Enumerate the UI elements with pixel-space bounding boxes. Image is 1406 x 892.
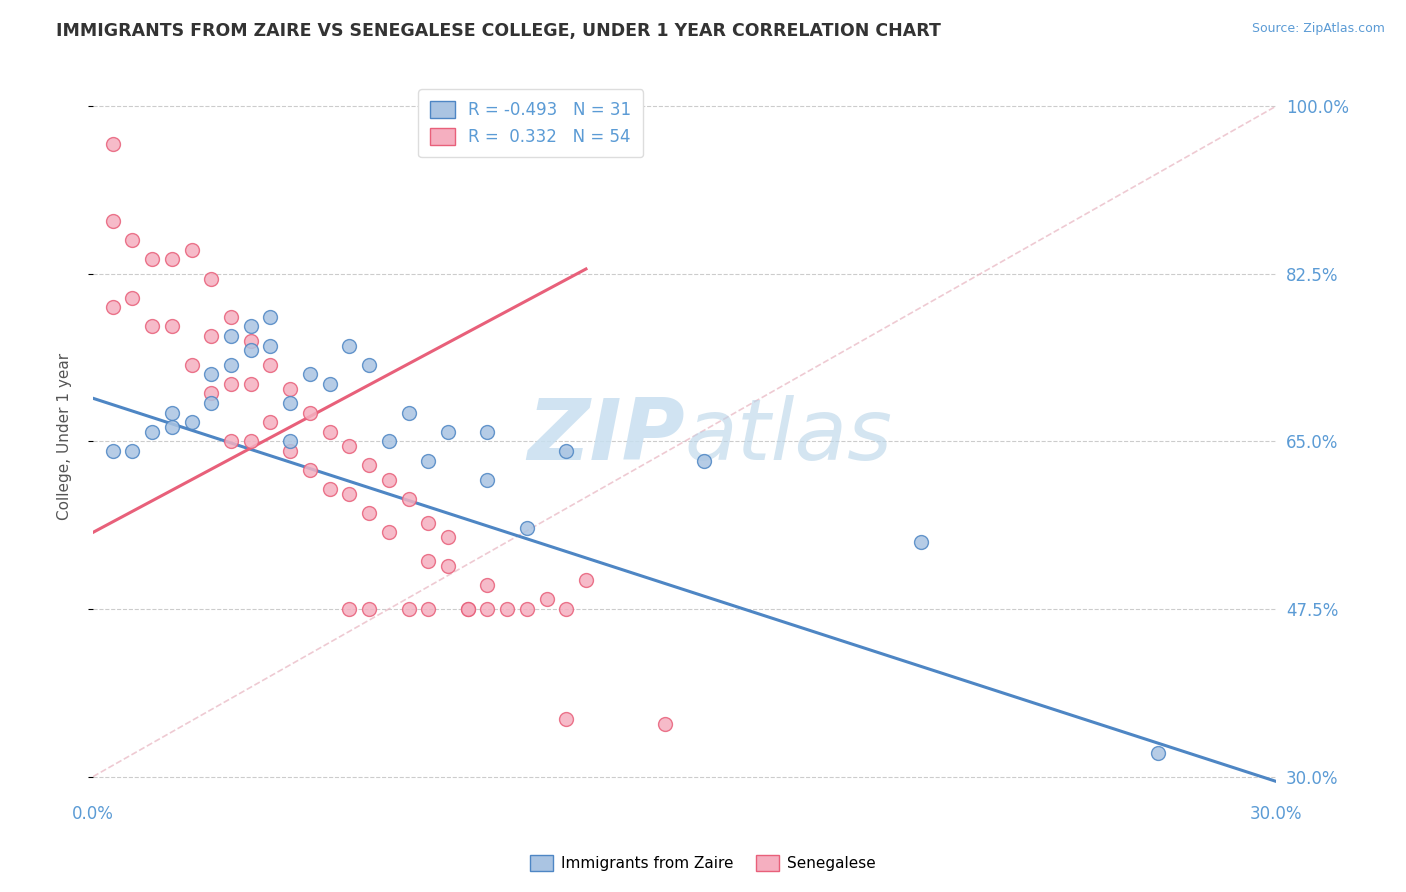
Point [141,252,163,267]
Point [141,319,163,334]
Point [318,425,340,439]
Point [101,137,124,152]
Point [200,271,222,285]
Point [200,329,222,343]
Point [555,444,578,458]
Point [357,458,380,473]
Point [555,602,578,616]
Point [337,602,360,616]
Point [219,434,242,449]
Y-axis label: College, Under 1 year: College, Under 1 year [58,353,72,520]
Point [298,406,321,420]
Point [141,425,163,439]
Point [200,396,222,410]
Point [219,329,242,343]
Point [239,376,262,391]
Point [477,425,499,439]
Point [477,578,499,592]
Point [101,444,124,458]
Point [555,712,578,726]
Point [121,291,143,305]
Text: Source: ZipAtlas.com: Source: ZipAtlas.com [1251,22,1385,36]
Point [477,473,499,487]
Legend: Immigrants from Zaire, Senegalese: Immigrants from Zaire, Senegalese [524,849,882,877]
Point [180,358,202,372]
Point [239,334,262,348]
Point [418,554,440,568]
Point [418,516,440,530]
Point [318,376,340,391]
Point [101,301,124,315]
Point [357,602,380,616]
Point [516,602,538,616]
Point [457,602,479,616]
Point [398,406,420,420]
Point [378,473,401,487]
Point [239,343,262,358]
Legend: R = -0.493   N = 31, R =  0.332   N = 54: R = -0.493 N = 31, R = 0.332 N = 54 [419,89,643,157]
Point [160,252,183,267]
Point [477,602,499,616]
Point [160,319,183,334]
Point [200,368,222,382]
Point [278,444,301,458]
Point [457,602,479,616]
Point [318,483,340,497]
Point [693,453,716,467]
Point [160,406,183,420]
Point [298,463,321,477]
Point [337,439,360,453]
Point [337,487,360,501]
Point [516,520,538,534]
Point [378,525,401,540]
Point [910,535,932,549]
Point [180,415,202,429]
Point [200,386,222,401]
Point [337,338,360,352]
Point [219,310,242,324]
Point [278,396,301,410]
Point [259,415,281,429]
Point [437,558,460,573]
Point [259,310,281,324]
Point [437,425,460,439]
Point [259,338,281,352]
Point [575,574,598,588]
Point [418,602,440,616]
Point [496,602,519,616]
Text: atlas: atlas [685,395,893,478]
Point [121,233,143,247]
Point [278,382,301,396]
Point [160,420,183,434]
Text: ZIP: ZIP [527,395,685,478]
Point [357,358,380,372]
Point [121,444,143,458]
Point [219,358,242,372]
Point [654,717,676,731]
Point [219,376,242,391]
Point [398,602,420,616]
Point [398,491,420,506]
Point [418,453,440,467]
Point [536,592,558,607]
Point [239,434,262,449]
Text: IMMIGRANTS FROM ZAIRE VS SENEGALESE COLLEGE, UNDER 1 YEAR CORRELATION CHART: IMMIGRANTS FROM ZAIRE VS SENEGALESE COLL… [56,22,941,40]
Point [239,319,262,334]
Point [437,530,460,544]
Point [357,506,380,520]
Point [180,243,202,257]
Point [278,434,301,449]
Point [378,434,401,449]
Point [1146,746,1168,760]
Point [259,358,281,372]
Point [298,368,321,382]
Point [101,214,124,228]
